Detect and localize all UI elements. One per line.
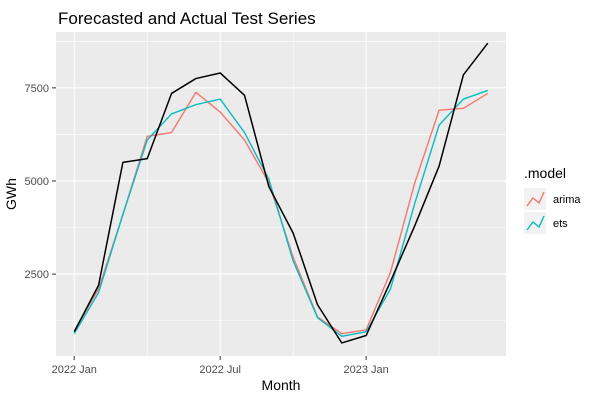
series-layer bbox=[73, 42, 489, 344]
x-tick-label: 2022 Jul bbox=[199, 364, 241, 376]
gridlines bbox=[56, 32, 506, 356]
y-tick-label: 5000 bbox=[25, 176, 49, 188]
legend-swatch-ets bbox=[526, 215, 545, 231]
x-axis: 2022 Jan 2022 Jul 2023 Jan bbox=[52, 356, 389, 376]
legend-swatch-arima bbox=[526, 191, 545, 207]
y-tick-label: 7500 bbox=[25, 83, 49, 95]
y-axis-title: GWh bbox=[3, 178, 19, 210]
x-axis-title: Month bbox=[262, 377, 301, 393]
x-tick-label: 2022 Jan bbox=[52, 364, 97, 376]
legend-label-ets: ets bbox=[553, 218, 568, 230]
legend-title: .model bbox=[524, 165, 566, 181]
y-axis: 2500 5000 7500 bbox=[25, 83, 56, 281]
chart-title: Forecasted and Actual Test Series bbox=[58, 9, 316, 28]
legend-label-arima: arima bbox=[553, 194, 581, 206]
series-line-ets bbox=[73, 89, 488, 337]
x-tick-label: 2023 Jan bbox=[344, 364, 389, 376]
legend: .model arima ets bbox=[524, 165, 581, 234]
series-line-actual bbox=[73, 42, 489, 344]
plot-panel bbox=[56, 32, 506, 356]
y-tick-label: 2500 bbox=[25, 269, 49, 281]
